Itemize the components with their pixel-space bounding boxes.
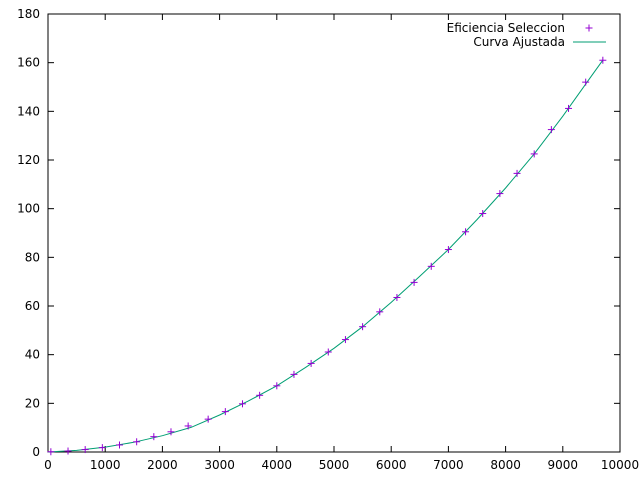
data-point — [341, 336, 349, 344]
data-point — [167, 428, 175, 436]
data-point — [376, 308, 384, 316]
data-point — [530, 150, 538, 158]
y-tick-label: 80 — [25, 250, 40, 264]
data-point — [47, 448, 55, 456]
data-point — [324, 348, 332, 356]
y-tick-label: 20 — [25, 396, 40, 410]
x-tick-label: 7000 — [433, 458, 464, 472]
data-point — [290, 370, 298, 378]
x-tick-label: 3000 — [204, 458, 235, 472]
data-point — [204, 415, 212, 423]
plot-frame — [47, 13, 621, 453]
data-point — [496, 190, 504, 198]
legend-marker-points — [585, 24, 593, 32]
data-point — [307, 359, 315, 367]
data-point — [221, 408, 229, 416]
data-point — [64, 447, 72, 455]
y-axis: 0 20 40 60 80 100 120 140 160 180 — [17, 7, 620, 459]
data-point — [565, 104, 573, 112]
legend-label-line: Curva Ajustada — [473, 35, 565, 49]
data-point — [98, 444, 106, 452]
data-point — [150, 433, 158, 441]
data-point — [444, 246, 452, 254]
data-point — [359, 323, 367, 331]
legend: Eficiencia Seleccion Curva Ajustada — [447, 21, 606, 49]
data-point — [133, 438, 141, 446]
y-tick-label: 180 — [17, 7, 40, 21]
y-tick-label: 40 — [25, 348, 40, 362]
fit-curve — [47, 59, 604, 453]
data-points — [47, 56, 607, 456]
x-tick-label: 1000 — [90, 458, 121, 472]
fit-line — [47, 59, 604, 453]
x-tick-label: 2000 — [147, 458, 178, 472]
data-point — [410, 278, 418, 286]
y-tick-label: 0 — [32, 445, 40, 459]
x-tick-label: 4000 — [262, 458, 293, 472]
legend-label-points: Eficiencia Seleccion — [447, 21, 565, 35]
legend-plus-marker — [585, 24, 593, 32]
y-tick-label: 140 — [17, 104, 40, 118]
data-point — [256, 391, 264, 399]
x-tick-label: 9000 — [548, 458, 579, 472]
data-point — [238, 400, 246, 408]
x-tick-label: 6000 — [376, 458, 407, 472]
data-point — [273, 382, 281, 390]
x-tick-label: 5000 — [319, 458, 350, 472]
data-point — [81, 446, 89, 454]
y-tick-label: 60 — [25, 299, 40, 313]
data-point — [462, 228, 470, 236]
y-tick-label: 160 — [17, 56, 40, 70]
x-tick-label: 10000 — [601, 458, 639, 472]
x-tick-label: 8000 — [490, 458, 521, 472]
data-point — [599, 56, 607, 64]
x-axis: 0 1000 2000 3000 4000 5000 6000 7000 8000 9000 100… — [44, 14, 639, 472]
data-point — [184, 422, 192, 430]
data-point — [547, 126, 555, 134]
y-tick-label: 100 — [17, 202, 40, 216]
data-point — [479, 210, 487, 218]
data-point — [582, 78, 590, 86]
x-tick-label: 0 — [44, 458, 52, 472]
data-point — [393, 293, 401, 301]
data-point — [513, 169, 521, 177]
data-point — [116, 441, 123, 449]
data-point — [427, 262, 435, 270]
y-tick-label: 120 — [17, 153, 40, 167]
